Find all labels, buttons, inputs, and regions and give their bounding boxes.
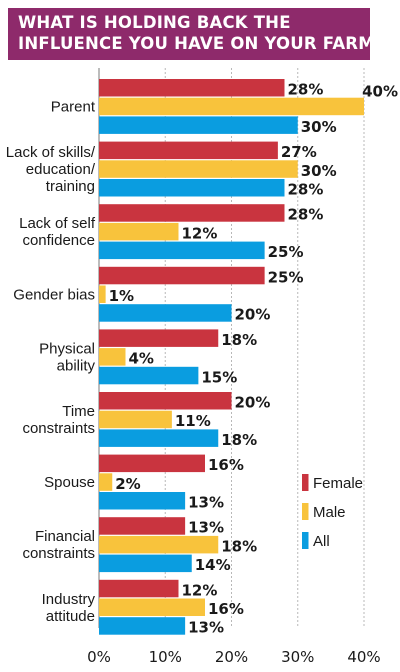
data-label: 28%: [288, 81, 324, 99]
category-label: Parent: [51, 98, 96, 115]
data-label: 25%: [268, 243, 304, 261]
category-label: Time: [62, 403, 95, 420]
data-label: 18%: [221, 431, 257, 449]
bar-female: [99, 454, 205, 473]
chart-title-line-2: INFLUENCE YOU HAVE ON YOUR FARM?: [18, 34, 385, 53]
bar-male: [99, 473, 113, 491]
data-label: 2%: [115, 475, 140, 493]
category-label: education/: [26, 161, 96, 178]
x-tick-label: 10%: [149, 648, 182, 666]
legend-label-female: Female: [313, 475, 363, 492]
legend-swatch-female: [302, 474, 309, 491]
data-label: 30%: [301, 118, 337, 136]
data-label: 28%: [288, 181, 324, 199]
legend-label-male: Male: [313, 504, 346, 521]
x-tick-label: 20%: [215, 648, 248, 666]
data-label: 14%: [195, 556, 231, 574]
legend-swatch-all: [302, 532, 309, 549]
bar-female: [99, 266, 265, 285]
bar-all: [99, 429, 219, 447]
bar-all: [99, 304, 232, 322]
bar-male: [99, 97, 364, 116]
bar-female: [99, 579, 179, 598]
data-label: 16%: [208, 600, 244, 618]
x-tick-label: 30%: [281, 648, 314, 666]
data-label: 18%: [221, 331, 257, 349]
category-label: Financial: [35, 528, 95, 545]
bar-all: [99, 241, 265, 260]
category-label: Lack of skills/: [6, 144, 96, 161]
bar-female: [99, 204, 285, 222]
bar-female: [99, 392, 232, 410]
bar-all: [99, 617, 186, 635]
bar-all: [99, 492, 186, 510]
bar-female: [99, 329, 219, 347]
bar-male: [99, 285, 106, 303]
category-label: Physical: [39, 340, 95, 357]
bar-female: [99, 79, 285, 97]
data-label: 27%: [281, 143, 317, 161]
bar-all: [99, 554, 192, 573]
data-label: 25%: [268, 268, 304, 286]
legend-swatch-male: [302, 503, 309, 520]
category-label: constraints: [22, 545, 95, 562]
data-label: 40%: [362, 83, 398, 101]
category-label: Lack of self: [19, 215, 96, 232]
data-label: 13%: [188, 519, 224, 537]
chart-title-line-1: WHAT IS HOLDING BACK THE: [18, 13, 291, 32]
data-label: 18%: [221, 537, 257, 555]
x-tick-label: 0%: [87, 648, 111, 666]
bar-female: [99, 517, 186, 535]
data-label: 12%: [182, 224, 218, 242]
bar-all: [99, 116, 298, 134]
bar-all: [99, 179, 285, 197]
data-label: 20%: [235, 306, 271, 324]
bar-male: [99, 535, 219, 554]
bar-male: [99, 410, 172, 429]
category-label: training: [46, 178, 95, 195]
category-label: Industry: [42, 591, 96, 608]
category-label: ability: [57, 357, 96, 374]
data-label: 16%: [208, 456, 244, 474]
bar-male: [99, 160, 298, 178]
data-label: 30%: [301, 162, 337, 180]
x-tick-label: 40%: [347, 648, 380, 666]
bar-female: [99, 141, 278, 160]
data-label: 13%: [188, 619, 224, 637]
data-label: 12%: [182, 581, 218, 599]
data-label: 4%: [129, 350, 154, 368]
data-label: 20%: [235, 394, 271, 412]
category-label: confidence: [22, 232, 95, 249]
bar-all: [99, 366, 199, 385]
data-label: 28%: [288, 206, 324, 224]
data-label: 15%: [201, 368, 237, 386]
data-label: 1%: [109, 287, 134, 305]
category-label: constraints: [22, 420, 95, 437]
category-label: Spouse: [44, 474, 95, 491]
data-label: 13%: [188, 494, 224, 512]
bar-male: [99, 598, 205, 616]
data-label: 11%: [175, 412, 211, 430]
category-label: Gender bias: [13, 286, 95, 303]
bar-male: [99, 222, 179, 241]
legend-label-all: All: [313, 533, 330, 550]
category-label: attitude: [46, 608, 95, 625]
chart-title-banner: WHAT IS HOLDING BACK THE INFLUENCE YOU H…: [8, 8, 384, 60]
bar-male: [99, 348, 126, 366]
